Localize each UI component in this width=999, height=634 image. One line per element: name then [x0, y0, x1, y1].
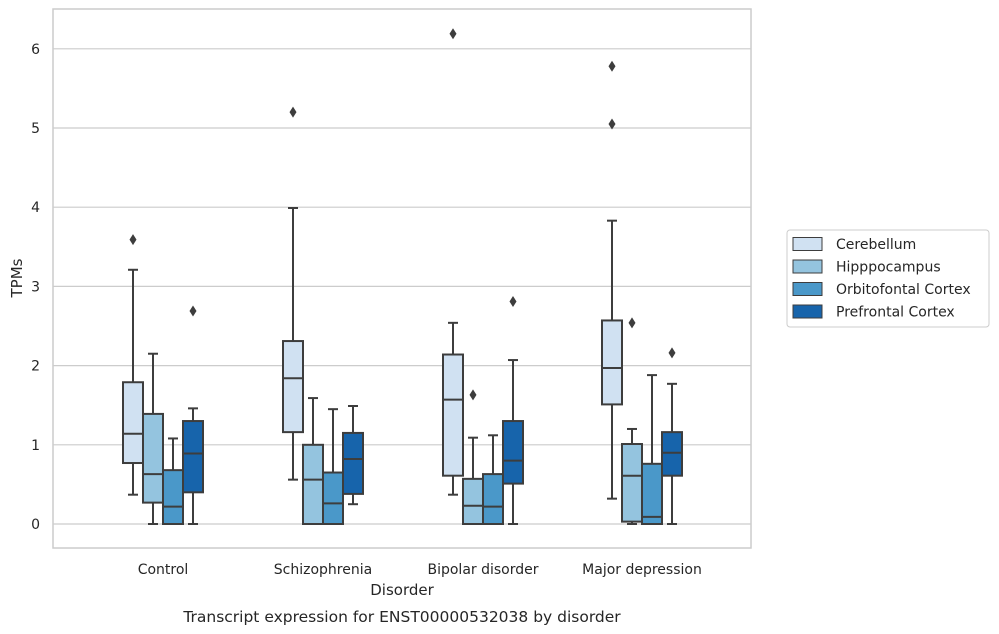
legend-swatch	[792, 304, 823, 319]
y-axis-label: TPMs	[8, 258, 26, 298]
box-2-3	[641, 374, 663, 526]
box-1-0	[142, 352, 164, 525]
box-2-0	[162, 437, 184, 526]
x-tick-label: Control	[138, 562, 189, 578]
box-iqr	[282, 340, 304, 434]
x-axis-label: Disorder	[370, 581, 434, 599]
x-tick-label: Bipolar disorder	[427, 562, 538, 578]
box-iqr	[641, 462, 663, 526]
box-iqr	[122, 381, 144, 465]
box-iqr	[502, 420, 524, 485]
plot-frame	[52, 8, 752, 549]
outlier-marker	[668, 347, 676, 359]
y-tick-label: 0	[31, 517, 40, 533]
box-iqr	[342, 431, 364, 495]
box-series	[122, 28, 683, 526]
legend-label: Orbitofontal Cortex	[836, 282, 971, 298]
box-0-3	[601, 60, 623, 500]
outlier-marker	[129, 234, 137, 246]
box-2-2	[482, 434, 504, 526]
chart-caption: Transcript expression for ENST0000053203…	[182, 608, 621, 626]
box-0-2	[442, 28, 464, 496]
outlier-marker	[628, 317, 636, 329]
y-tick-label: 1	[31, 438, 40, 454]
box-3-0	[182, 305, 204, 525]
legend-label: Prefrontal Cortex	[836, 305, 955, 321]
gridlines	[53, 48, 751, 525]
box-0-0	[122, 234, 144, 496]
outlier-marker	[608, 60, 616, 72]
box-iqr	[601, 319, 623, 406]
box-iqr	[142, 412, 164, 504]
box-2-1	[322, 408, 344, 525]
outlier-marker	[469, 389, 477, 401]
box-0-1	[282, 106, 304, 481]
y-tick-label: 3	[31, 279, 40, 295]
box-iqr	[462, 477, 484, 525]
x-tick-label: Major depression	[582, 562, 702, 578]
box-iqr	[482, 473, 504, 526]
box-3-3	[661, 347, 683, 525]
legend-label: Hipppocampus	[836, 260, 941, 276]
legend-frame	[786, 229, 990, 328]
y-tick-label: 5	[31, 121, 40, 137]
outlier-marker	[289, 106, 297, 118]
legend-swatch	[792, 282, 823, 296]
box-1-3	[621, 317, 643, 525]
x-tick-label: Schizophrenia	[274, 562, 372, 578]
box-3-1	[342, 404, 364, 506]
box-iqr	[182, 420, 204, 494]
legend-swatch	[792, 259, 823, 274]
legend-swatch	[792, 237, 823, 251]
y-tick-label: 2	[31, 359, 40, 375]
y-tick-label: 4	[31, 200, 40, 216]
box-iqr	[442, 353, 464, 477]
outlier-marker	[189, 305, 197, 317]
legend-label: Cerebellum	[836, 237, 916, 253]
box-iqr	[162, 469, 184, 526]
box-iqr	[661, 431, 683, 477]
outlier-marker	[608, 118, 616, 130]
box-iqr	[621, 443, 643, 523]
box-iqr	[302, 443, 324, 525]
box-1-2	[462, 389, 484, 525]
box-1-1	[302, 397, 324, 525]
y-axis-ticks: 0 1 2 3 4 5 6	[31, 42, 40, 533]
outlier-marker	[509, 295, 517, 307]
y-tick-label: 6	[31, 42, 40, 58]
legend: Cerebellum Hipppocampus Orbitofontal Corte…	[786, 229, 990, 328]
box-iqr	[322, 471, 344, 525]
box-3-2	[502, 295, 524, 525]
outlier-marker	[449, 28, 457, 40]
x-axis-ticks: Control Schizophrenia Bipolar disorder Majo…	[138, 562, 702, 578]
